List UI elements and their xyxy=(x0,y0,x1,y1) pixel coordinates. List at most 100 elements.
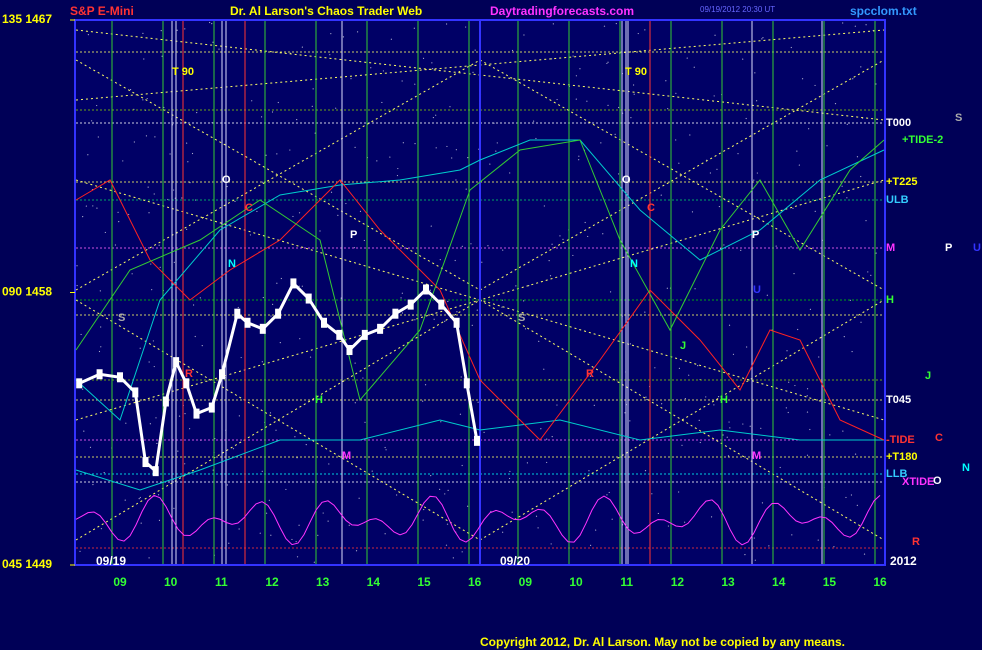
star xyxy=(118,221,120,223)
star xyxy=(856,156,859,158)
star xyxy=(509,470,511,473)
star xyxy=(760,427,762,429)
y-tick-label: 090 1458 xyxy=(2,285,52,299)
star xyxy=(790,246,792,248)
star xyxy=(617,173,620,175)
star xyxy=(863,553,866,555)
y-tick-label: 135 1467 xyxy=(2,12,52,26)
star xyxy=(449,106,451,108)
star xyxy=(472,71,474,73)
star xyxy=(76,265,78,267)
star xyxy=(713,95,715,97)
star xyxy=(212,469,214,471)
star xyxy=(218,48,220,50)
x-tick-label: 16 xyxy=(468,575,482,589)
star xyxy=(173,189,175,191)
plot-label: J xyxy=(925,370,931,382)
price-bar xyxy=(275,308,282,319)
right-label: -TIDE xyxy=(886,434,915,446)
star xyxy=(240,356,242,359)
star xyxy=(354,146,356,148)
star xyxy=(681,444,683,446)
star xyxy=(435,147,437,149)
star xyxy=(714,34,716,36)
star xyxy=(460,376,462,378)
star xyxy=(285,488,287,491)
price-bar xyxy=(219,369,225,380)
star xyxy=(396,174,399,177)
star xyxy=(551,243,553,245)
star xyxy=(433,318,435,320)
star xyxy=(481,261,483,263)
star xyxy=(114,244,117,246)
star xyxy=(133,141,135,143)
star xyxy=(532,120,535,122)
star xyxy=(89,446,92,448)
star xyxy=(431,62,433,64)
star xyxy=(430,225,432,227)
star xyxy=(452,557,454,559)
star xyxy=(327,520,329,522)
price-bar xyxy=(117,372,123,383)
star xyxy=(100,346,102,348)
star xyxy=(422,57,425,59)
star xyxy=(265,512,268,514)
star xyxy=(606,62,608,65)
star xyxy=(729,427,731,429)
star xyxy=(753,179,755,181)
star xyxy=(96,207,98,209)
star xyxy=(717,396,720,398)
star xyxy=(122,160,124,162)
star xyxy=(632,84,635,86)
star xyxy=(511,511,513,513)
decoration xyxy=(75,21,885,564)
star xyxy=(389,156,391,158)
star xyxy=(362,377,364,379)
star xyxy=(465,26,467,28)
star xyxy=(262,181,264,183)
star xyxy=(397,167,399,170)
star xyxy=(177,450,179,452)
star xyxy=(265,154,267,156)
x-tick-label: 12 xyxy=(671,575,685,589)
star xyxy=(76,284,78,287)
star xyxy=(523,34,525,36)
star xyxy=(737,153,739,155)
star xyxy=(87,154,89,156)
star xyxy=(342,36,345,38)
symbol: S&P E-Mini xyxy=(70,4,134,18)
star xyxy=(699,441,701,444)
x-tick-label: 09 xyxy=(519,575,533,589)
star xyxy=(299,338,301,340)
star xyxy=(353,247,356,249)
star xyxy=(607,104,609,106)
star xyxy=(746,346,748,348)
star xyxy=(785,407,787,409)
star xyxy=(756,100,758,102)
star xyxy=(851,350,853,353)
price-bar xyxy=(234,308,241,319)
price-bar xyxy=(474,435,480,446)
star xyxy=(684,397,686,400)
star xyxy=(754,72,756,74)
plot-label: O xyxy=(622,174,631,186)
right-label: +T180 xyxy=(886,451,918,463)
star xyxy=(370,67,372,69)
star xyxy=(667,108,669,110)
right-label: T045 xyxy=(886,394,911,406)
star xyxy=(766,294,768,296)
star xyxy=(270,315,272,317)
x-tick-label: 14 xyxy=(367,575,381,589)
star xyxy=(749,425,751,427)
star xyxy=(710,516,713,518)
star xyxy=(330,33,332,35)
star xyxy=(440,421,442,423)
star xyxy=(786,350,788,352)
star xyxy=(150,263,152,265)
star xyxy=(298,212,301,214)
x-tick-label: 11 xyxy=(215,575,228,589)
star xyxy=(163,106,165,109)
star xyxy=(761,38,763,40)
star xyxy=(728,324,731,326)
